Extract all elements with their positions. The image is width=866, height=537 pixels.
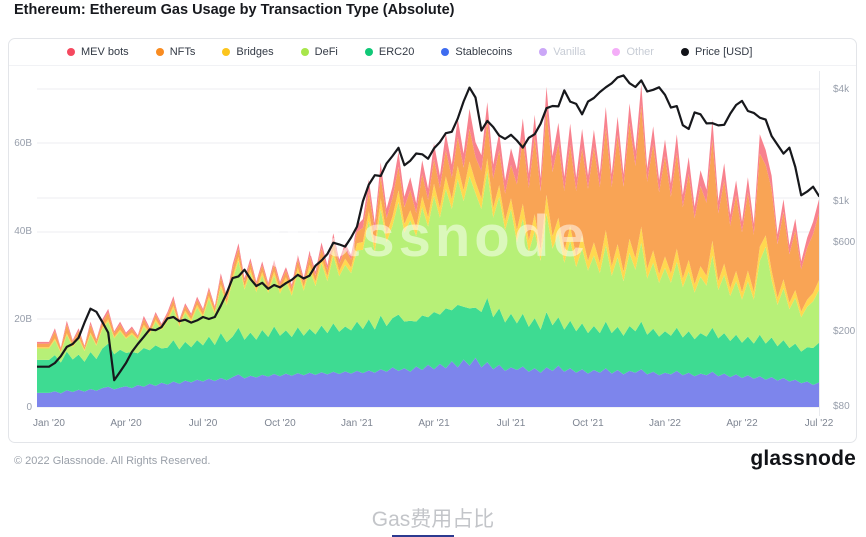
date-axis-tick: Jul '20 (188, 418, 218, 429)
legend-dot-erc20-icon (364, 48, 373, 56)
legend-label-other: Other (626, 46, 654, 58)
copyright-text: © 2022 Glassnode. All Rights Reserved. (14, 455, 211, 467)
glassnode-logo[interactable]: glassnode (750, 447, 856, 470)
price-axis-tick: $600 (833, 237, 856, 249)
page-caption: Gas费用占比 (371, 508, 495, 531)
legend-label-defi: DeFi (314, 46, 338, 58)
legend-dot-defi-icon (300, 48, 309, 56)
plot-area[interactable]: glassnode (37, 71, 820, 416)
y-axis-gas: 0 20B 40B 60B (9, 39, 34, 442)
chart-card: MEV bots NFTs Bridges DeFi ERC20 Stablecoins V… (8, 38, 857, 443)
legend-label-mev: MEV bots (81, 46, 129, 58)
y-axis-price: $4k $1k $600 $200 $80 (831, 39, 865, 442)
legend: MEV bots NFTs Bridges DeFi ERC20 Stablecoins V… (9, 39, 856, 66)
date-axis-tick: Apr '20 (110, 418, 142, 429)
chart-title: Ethereum: Ethereum Gas Usage by Transact… (14, 2, 455, 18)
legend-item-stablecoins[interactable]: Stablecoins (441, 46, 512, 58)
price-axis-tick: $4k (833, 83, 850, 95)
price-axis-tick: $80 (833, 400, 850, 412)
legend-item-mev[interactable]: MEV bots (67, 46, 129, 58)
x-axis-dates: Jan '20 Apr '20 Jul '20 Oct '20 Jan '21 Apr '… (33, 418, 833, 434)
date-axis-tick: Oct '21 (572, 418, 604, 429)
date-axis-tick: Jan '22 (649, 418, 681, 429)
price-axis-tick: $1k (833, 195, 850, 207)
legend-dot-stablecoins-icon (441, 48, 450, 56)
legend-label-price: Price [USD] (694, 46, 753, 58)
legend-dot-vanilla-icon (539, 48, 548, 56)
watermark: glassnode (267, 204, 590, 269)
date-axis-tick: Apr '22 (726, 418, 758, 429)
gas-usage-stacked-area-chart[interactable]: glassnode (37, 71, 819, 416)
date-axis-tick: Oct '20 (264, 418, 296, 429)
price-line (37, 74, 819, 382)
date-axis-tick: Jan '21 (341, 418, 373, 429)
legend-item-erc20[interactable]: ERC20 (364, 46, 415, 58)
legend-label-nfts: NFTs (169, 46, 196, 58)
price-axis-tick: $200 (833, 326, 856, 338)
legend-label-bridges: Bridges (236, 46, 274, 58)
gas-axis-tick: 0 (26, 401, 32, 413)
legend-label-vanilla: Vanilla (553, 46, 586, 58)
legend-item-bridges[interactable]: Bridges (222, 46, 274, 58)
legend-dot-mev-icon (67, 48, 75, 56)
legend-item-nfts[interactable]: NFTs (155, 46, 196, 58)
gas-axis-tick: 40B (14, 225, 32, 237)
date-axis-tick: Jan '20 (33, 418, 65, 429)
area-nfts (37, 105, 819, 352)
area-erc20 (37, 297, 819, 394)
legend-dot-other-icon (612, 48, 621, 56)
legend-dot-bridges-icon (222, 48, 231, 56)
legend-item-other[interactable]: Other (612, 46, 654, 58)
gas-axis-tick: 20B (14, 313, 32, 325)
legend-label-stablecoins: Stablecoins (455, 46, 513, 58)
gas-axis-tick: 60B (14, 137, 32, 149)
date-axis-tick: Apr '21 (418, 418, 450, 429)
area-defi (37, 171, 819, 363)
bottom-accent-sliver (392, 535, 454, 537)
legend-item-defi[interactable]: DeFi (300, 46, 338, 58)
legend-item-price[interactable]: Price [USD] (680, 46, 753, 58)
area-stablecoins (37, 357, 819, 407)
date-axis-tick: Jul '21 (496, 418, 526, 429)
legend-label-erc20: ERC20 (378, 46, 415, 58)
legend-item-vanilla[interactable]: Vanilla (539, 46, 585, 58)
legend-dot-nfts-icon (155, 48, 164, 56)
date-axis-tick: Jul '22 (804, 418, 834, 429)
legend-dot-price-icon (680, 48, 689, 56)
